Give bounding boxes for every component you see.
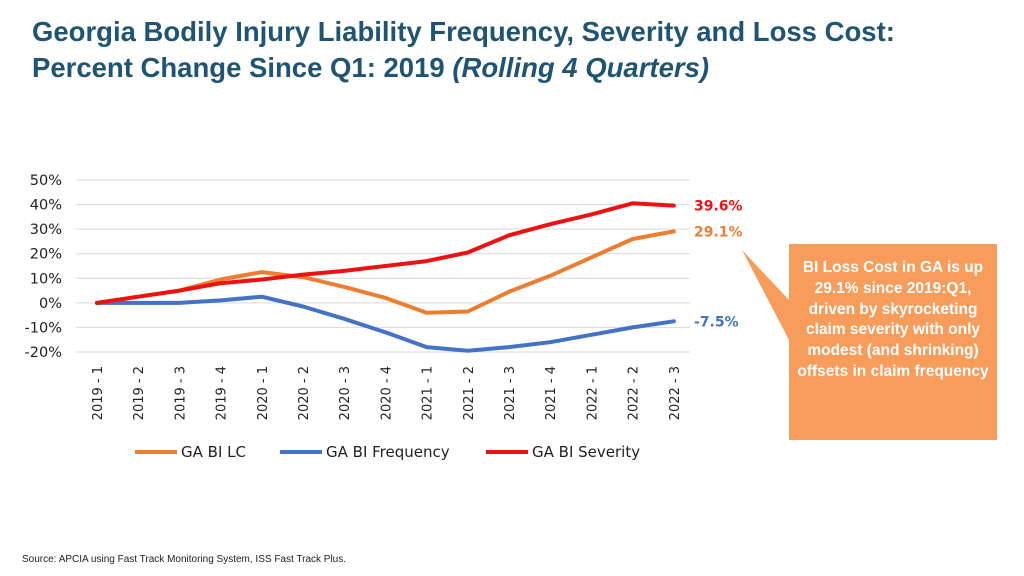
- end-label: 29.1%: [694, 224, 743, 240]
- y-tick-label: 40%: [30, 198, 62, 214]
- end-labels: 29.1% -7.5% 39.6%: [694, 199, 743, 331]
- x-tick-label: 2021 - 4: [544, 366, 559, 420]
- x-axis-ticks: 2019 - 1 2019 - 2 2019 - 3 2019 - 4 2020 - 1…: [91, 366, 683, 420]
- end-label: 39.6%: [694, 199, 743, 215]
- chart-legend: GA BI LC GA BI Frequency GA BI Severity: [135, 443, 640, 461]
- x-tick-label: 2021 - 1: [421, 366, 436, 420]
- legend-label: GA BI Frequency: [326, 443, 450, 461]
- x-tick-label: 2022 - 1: [585, 366, 600, 420]
- y-tick-label: 10%: [30, 271, 62, 287]
- y-tick-label: 30%: [30, 222, 62, 238]
- page-title: Georgia Bodily Injury Liability Frequenc…: [32, 14, 992, 86]
- legend-label: GA BI LC: [181, 443, 246, 461]
- y-tick-label: -10%: [25, 320, 62, 336]
- x-tick-label: 2021 - 2: [462, 366, 477, 420]
- x-tick-label: 2021 - 3: [503, 366, 518, 420]
- title-line-2-italic: (Rolling 4 Quarters): [452, 52, 710, 83]
- callout-box: [742, 244, 997, 440]
- chart-series-lines: [95, 201, 676, 353]
- x-tick-label: 2022 - 2: [627, 366, 642, 420]
- x-tick-label: 2019 - 2: [132, 366, 147, 420]
- y-axis-ticks: 50% 40% 30% 20% 10% 0% -10% -20%: [25, 173, 62, 361]
- x-tick-label: 2019 - 1: [91, 366, 106, 420]
- series-line-ga-bi-frequency: [95, 294, 676, 353]
- x-tick-label: 2020 - 2: [297, 366, 312, 420]
- x-tick-label: 2020 - 3: [338, 366, 353, 420]
- callout-text: BI Loss Cost in GA is up 29.1% since 201…: [797, 259, 989, 380]
- title-line-1: Georgia Bodily Injury Liability Frequenc…: [32, 16, 895, 47]
- x-tick-label: 2019 - 3: [173, 366, 188, 420]
- series-line-ga-bi-severity: [95, 201, 676, 305]
- x-tick-label: 2020 - 1: [256, 366, 271, 420]
- y-tick-label: 50%: [30, 173, 62, 189]
- series-line-ga-bi-lc: [95, 229, 676, 315]
- source-note: Source: APCIA using Fast Track Monitorin…: [22, 554, 347, 565]
- title-line-2-main: Percent Change Since Q1: 2019: [32, 52, 445, 83]
- x-tick-label: 2022 - 3: [668, 366, 683, 420]
- end-label: -7.5%: [694, 314, 739, 330]
- x-tick-label: 2020 - 4: [379, 366, 394, 420]
- y-tick-label: 20%: [30, 247, 62, 263]
- y-tick-label: 0%: [39, 296, 62, 312]
- legend-label: GA BI Severity: [532, 443, 640, 461]
- title-line-2: Percent Change Since Q1: 2019 (Rolling 4…: [32, 50, 992, 86]
- x-tick-label: 2019 - 4: [215, 366, 230, 420]
- chart-grid: [76, 179, 690, 353]
- y-tick-label: -20%: [25, 345, 62, 361]
